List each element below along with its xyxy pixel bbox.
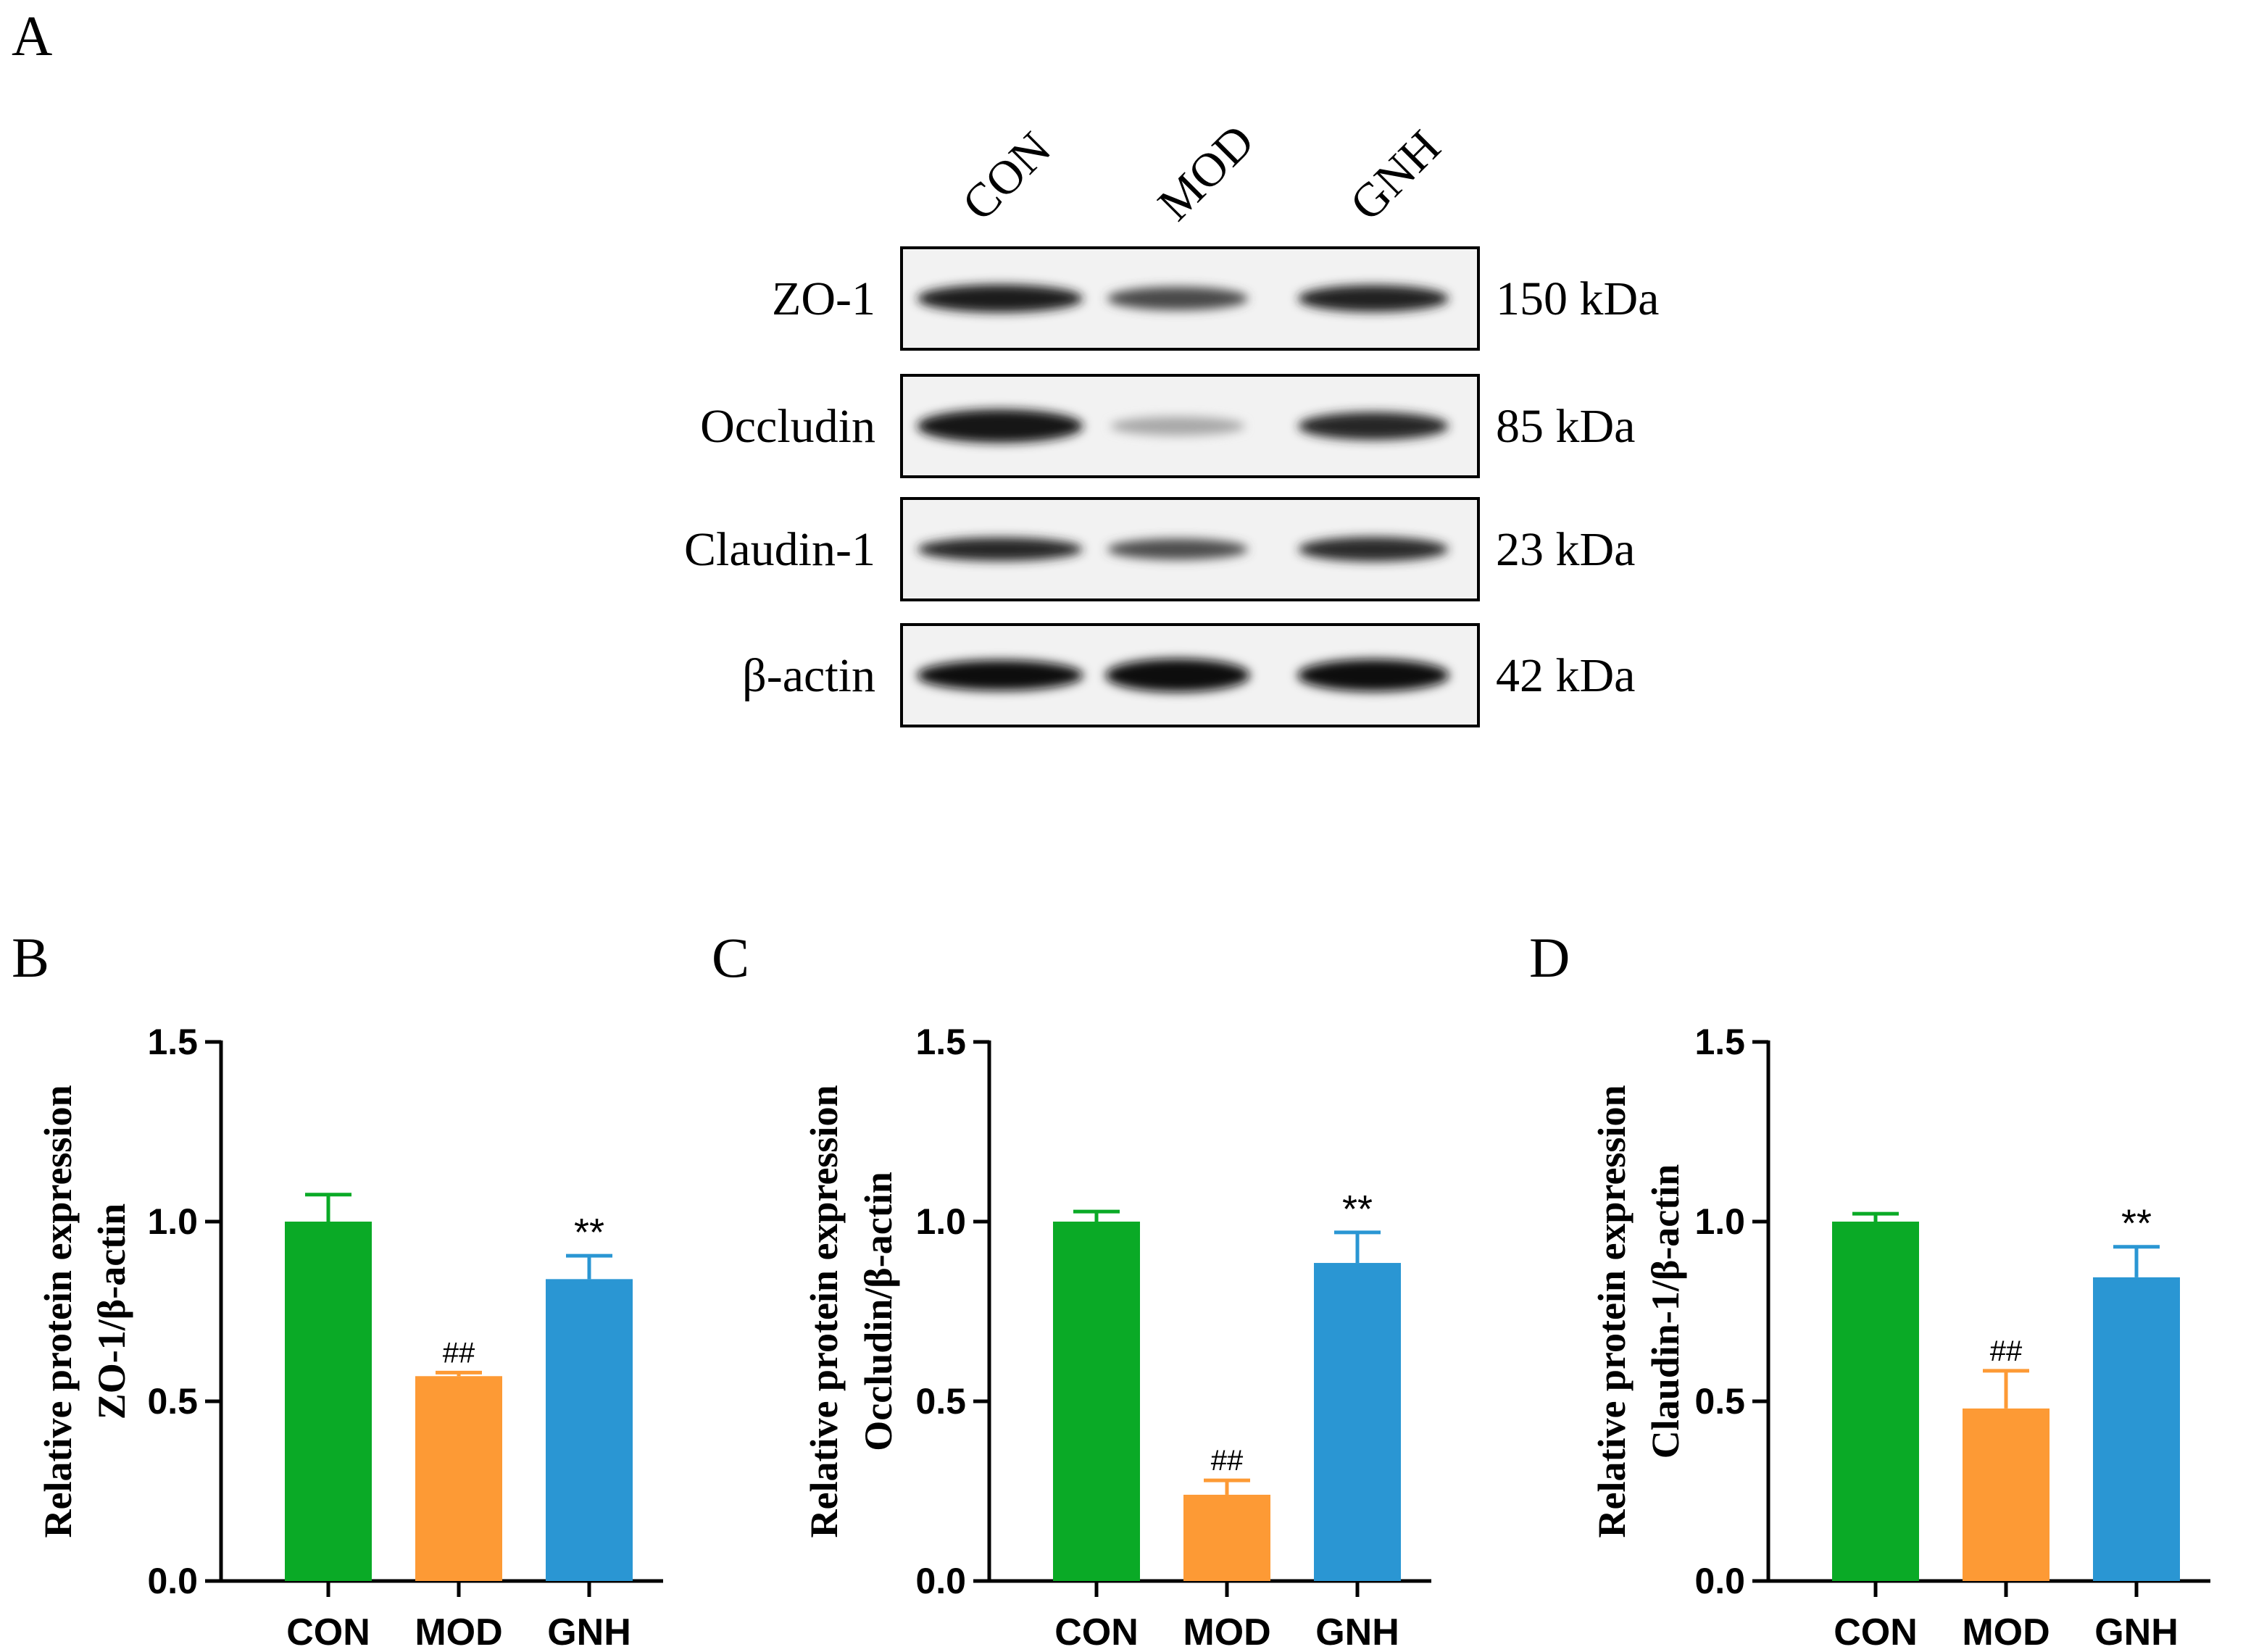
significance-mod: ## [1211, 1445, 1244, 1477]
x-tick-label-con: CON [1054, 1611, 1139, 1652]
bar-mod [415, 1376, 502, 1581]
lane-labels: CON MOD GNH [952, 114, 1451, 231]
blot-rows: ZO-1 150 kDa Occludin 85 kDa Claudin-1 23 kDa… [684, 246, 1659, 727]
lane-label-gnh: GNH [1340, 120, 1451, 231]
bar-gnh [546, 1279, 633, 1581]
y-tick-label: 0.0 [147, 1561, 198, 1601]
significance-gnh: ** [574, 1211, 604, 1254]
protein-label: ZO-1 [772, 272, 875, 325]
y-tick-label: 1.5 [915, 1022, 966, 1062]
protein-label: β-actin [742, 649, 875, 702]
bar-con [1053, 1222, 1140, 1581]
significance-mod: ## [1990, 1335, 2023, 1367]
panel-c-chart: C Relative protein expression Occludin/β-a… [712, 926, 1431, 1652]
y-tick-label: 1.0 [147, 1201, 198, 1242]
y-tick-label: 1.0 [1694, 1201, 1745, 1242]
band-zo-1-con [917, 284, 1083, 313]
molecular-weight-label: 150 kDa [1496, 272, 1659, 325]
y-tick-label: 0.5 [915, 1381, 966, 1422]
band-occludin-con [917, 409, 1083, 443]
panel-label-b: B [12, 926, 49, 989]
y-tick-label: 1.0 [915, 1201, 966, 1242]
bar-mod [1963, 1408, 2050, 1581]
y-tick-label: 0.0 [915, 1561, 966, 1601]
x-tick-label-mod: MOD [1962, 1611, 2050, 1652]
band-actin-mod [1105, 658, 1250, 693]
y-tick-label: 1.5 [147, 1022, 198, 1062]
y-tick-label: 0.0 [1694, 1561, 1745, 1601]
bar-gnh [1314, 1263, 1401, 1581]
panel-a: A CON MOD GNH ZO-1 150 kDa Occludin 85 kDa C… [12, 4, 1659, 727]
y-axis-label-line2: Occludin/β-actin [857, 1172, 900, 1451]
band-actin-con [917, 659, 1083, 691]
panel-d-chart: D Relative protein expression Claudin-1/β-… [1529, 926, 2210, 1652]
bar-mod [1183, 1494, 1270, 1581]
blot-row-zo-1: ZO-1 150 kDa [772, 246, 1659, 351]
band-claudin-1-mod [1107, 538, 1248, 560]
y-axis-label-line2: ZO-1/β-actin [90, 1203, 133, 1419]
x-tick-label-mod: MOD [415, 1611, 502, 1652]
y-axis-label-line2: Claudin-1/β-actin [1644, 1164, 1687, 1459]
blot-row-actin: β-actin 42 kDa [742, 623, 1635, 727]
x-tick-label-gnh: GNH [1315, 1611, 1399, 1652]
panel-label-c: C [712, 926, 749, 989]
significance-gnh: ** [2121, 1202, 2152, 1246]
y-axis-label-line1: Relative protein expression [36, 1085, 80, 1538]
y-tick-label: 0.5 [147, 1381, 198, 1422]
molecular-weight-label: 85 kDa [1496, 400, 1635, 453]
x-tick-label-gnh: GNH [2094, 1611, 2179, 1652]
x-tick-label-con: CON [1834, 1611, 1918, 1652]
significance-gnh: ** [1342, 1188, 1373, 1231]
molecular-weight-label: 42 kDa [1496, 649, 1635, 702]
protein-label: Occludin [700, 400, 875, 453]
band-occludin-gnh [1298, 412, 1449, 441]
blot-row-occludin: Occludin 85 kDa [700, 374, 1635, 478]
band-occludin-mod [1110, 416, 1245, 436]
band-zo-1-gnh [1298, 285, 1449, 312]
panel-label-a: A [12, 4, 52, 67]
y-axis-label-line1: Relative protein expression [802, 1085, 846, 1538]
bar-gnh [2093, 1277, 2180, 1581]
blot-row-claudin-1: Claudin-1 23 kDa [684, 497, 1635, 601]
panel-label-d: D [1529, 926, 1570, 989]
y-tick-label: 0.5 [1694, 1381, 1745, 1422]
band-claudin-1-gnh [1298, 537, 1449, 562]
protein-label: Claudin-1 [684, 523, 875, 576]
y-axis-label-line1: Relative protein expression [1590, 1085, 1634, 1538]
x-tick-label-con: CON [286, 1611, 370, 1652]
panel-b-chart: B Relative protein expression ZO-1/β-actin… [12, 926, 663, 1652]
band-claudin-1-con [917, 537, 1083, 562]
y-tick-label: 1.5 [1694, 1022, 1745, 1062]
lane-label-con: CON [952, 122, 1061, 230]
band-zo-1-mod [1107, 286, 1249, 311]
bar-con [1832, 1222, 1919, 1581]
x-tick-label-gnh: GNH [547, 1611, 631, 1652]
bar-con [285, 1222, 372, 1581]
x-tick-label-mod: MOD [1183, 1611, 1270, 1652]
band-actin-gnh [1297, 659, 1449, 692]
lane-label-mod: MOD [1148, 114, 1265, 231]
significance-mod: ## [443, 1337, 475, 1369]
molecular-weight-label: 23 kDa [1496, 523, 1635, 576]
